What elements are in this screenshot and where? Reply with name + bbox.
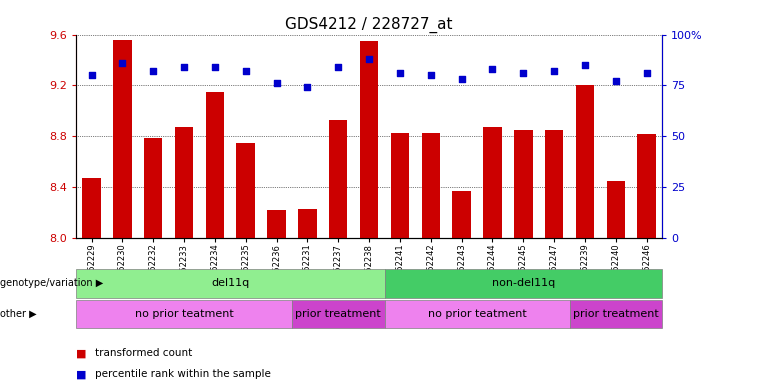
Title: GDS4212 / 228727_at: GDS4212 / 228727_at (285, 17, 453, 33)
Text: del11q: del11q (212, 278, 250, 288)
Bar (360, 41, 378, 238)
Bar (82, 178, 100, 238)
Bar (237, 143, 255, 238)
Bar (144, 137, 162, 238)
Point (363, 56, 375, 62)
Bar (514, 130, 533, 238)
Text: no prior teatment: no prior teatment (135, 309, 234, 319)
Bar (76, 269, 384, 298)
Point (147, 68, 159, 74)
Point (85, 72, 97, 78)
Bar (175, 127, 193, 238)
Text: no prior teatment: no prior teatment (428, 309, 527, 319)
Point (456, 76, 468, 83)
Text: ■: ■ (76, 369, 87, 379)
Bar (292, 300, 384, 328)
Bar (390, 132, 409, 238)
Bar (384, 300, 569, 328)
Point (610, 78, 622, 84)
Text: prior treatment: prior treatment (295, 309, 381, 319)
Text: genotype/variation ▶: genotype/variation ▶ (0, 278, 103, 288)
Bar (576, 86, 594, 238)
Point (641, 70, 653, 76)
Point (116, 60, 129, 66)
Bar (607, 181, 625, 238)
Bar (329, 120, 348, 238)
Bar (113, 40, 132, 238)
Text: transformed count: transformed count (95, 348, 193, 358)
Bar (205, 92, 224, 238)
Text: ■: ■ (76, 348, 87, 358)
Point (332, 64, 344, 70)
Point (548, 68, 560, 74)
Point (486, 66, 498, 72)
Point (517, 70, 530, 76)
Bar (384, 269, 662, 298)
Point (209, 64, 221, 70)
Bar (545, 130, 563, 238)
Text: prior treatment: prior treatment (573, 309, 659, 319)
Bar (76, 300, 292, 328)
Point (394, 70, 406, 76)
Point (579, 62, 591, 68)
Bar (422, 132, 440, 238)
Point (425, 72, 437, 78)
Point (178, 64, 190, 70)
Bar (569, 300, 662, 328)
Point (270, 80, 282, 86)
Bar (452, 191, 471, 238)
Bar (638, 134, 656, 238)
Point (301, 84, 314, 91)
Bar (483, 127, 501, 238)
Text: percentile rank within the sample: percentile rank within the sample (95, 369, 271, 379)
Point (240, 68, 252, 74)
Text: non-del11q: non-del11q (492, 278, 555, 288)
Bar (298, 209, 317, 238)
Bar (267, 210, 286, 238)
Text: other ▶: other ▶ (0, 309, 37, 319)
